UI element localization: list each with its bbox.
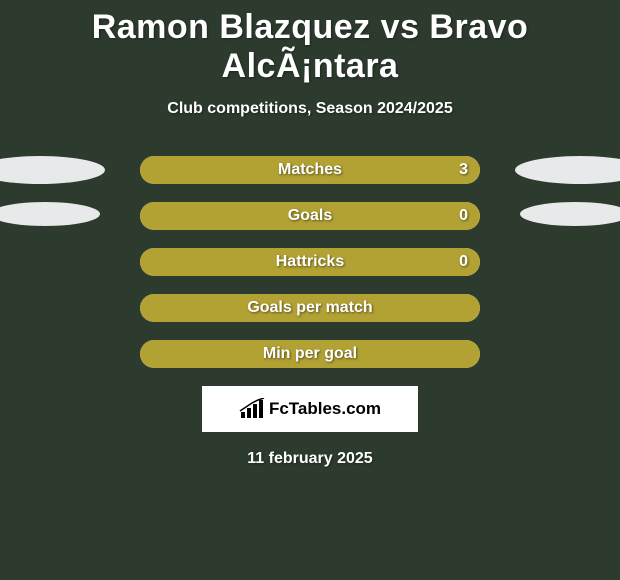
subtitle: Club competitions, Season 2024/2025 xyxy=(0,100,620,118)
stat-value: 0 xyxy=(459,207,468,225)
stat-value: 3 xyxy=(459,161,468,179)
stat-row-matches: Matches 3 xyxy=(0,156,620,184)
stat-row-mpg: Min per goal xyxy=(0,340,620,368)
stat-bar: Goals per match xyxy=(140,294,480,322)
ellipse-decor xyxy=(0,202,100,226)
ellipse-decor xyxy=(0,156,105,184)
stat-row-goals: Goals 0 xyxy=(0,202,620,230)
ellipse-decor xyxy=(515,156,620,184)
stat-row-hattricks: Hattricks 0 xyxy=(0,248,620,276)
page-title: Ramon Blazquez vs Bravo AlcÃ¡ntara xyxy=(0,0,620,86)
stat-bar: Hattricks 0 xyxy=(140,248,480,276)
stat-row-gpm: Goals per match xyxy=(0,294,620,322)
stats-bars: Matches 3 Goals 0 Hattricks 0 Goals per … xyxy=(0,156,620,368)
stat-label: Goals xyxy=(288,207,332,225)
stat-value: 0 xyxy=(459,253,468,271)
logo-box: FcTables.com xyxy=(202,386,418,432)
stat-bar: Min per goal xyxy=(140,340,480,368)
date-label: 11 february 2025 xyxy=(0,450,620,468)
stat-label: Goals per match xyxy=(247,299,372,317)
stat-label: Hattricks xyxy=(276,253,344,271)
stat-bar: Matches 3 xyxy=(140,156,480,184)
stat-label: Min per goal xyxy=(263,345,357,363)
stat-label: Matches xyxy=(278,161,342,179)
chart-icon xyxy=(239,398,265,420)
logo-text: FcTables.com xyxy=(269,399,381,419)
stat-bar: Goals 0 xyxy=(140,202,480,230)
ellipse-decor xyxy=(520,202,620,226)
